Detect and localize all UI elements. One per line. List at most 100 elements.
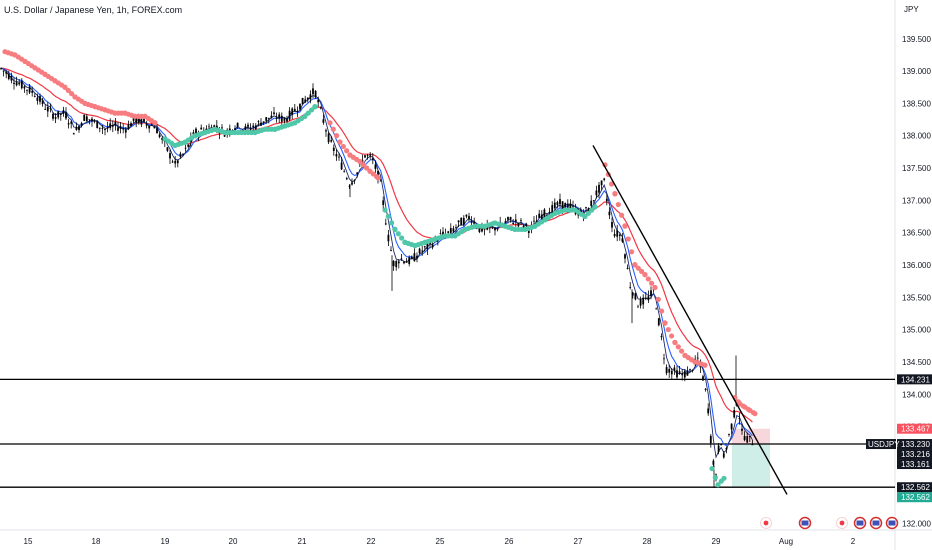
y-tick-label: 137.500 — [902, 164, 931, 173]
indicator-dot — [330, 126, 336, 132]
candle-body — [15, 82, 18, 86]
candle-body — [543, 209, 546, 217]
price-tag — [897, 423, 932, 434]
candle-body — [262, 121, 265, 123]
indicator-dot — [635, 265, 641, 271]
candle-body — [491, 226, 494, 228]
candle-body — [533, 220, 535, 222]
candle-body — [663, 358, 665, 360]
candle-body — [114, 121, 117, 126]
candle-body — [49, 108, 52, 109]
candle-body — [57, 111, 60, 118]
indicator-dot — [752, 411, 758, 417]
candle-body — [85, 116, 88, 122]
candle-body — [179, 153, 182, 157]
candle-body — [413, 253, 416, 262]
candle-body — [161, 137, 164, 141]
candle-body — [702, 376, 704, 381]
candle-body — [553, 202, 556, 209]
candle-body — [650, 290, 652, 297]
candle-body — [382, 200, 385, 205]
indicator-dot — [334, 133, 340, 139]
candle-body — [78, 126, 80, 131]
candle-body — [390, 250, 392, 251]
candle-body — [18, 83, 21, 85]
candle-body — [83, 115, 86, 121]
price-tag — [897, 459, 932, 470]
candle-body — [426, 243, 429, 250]
candle-body — [351, 182, 353, 185]
x-tick-label: 15 — [24, 537, 33, 546]
economic-events[interactable] — [760, 516, 899, 530]
candle-body — [353, 179, 356, 181]
indicator-dot — [715, 482, 721, 488]
candle-body — [559, 199, 561, 205]
candle-body — [338, 156, 340, 158]
candle-body — [257, 121, 260, 123]
x-tick-label: 29 — [712, 537, 721, 546]
candle-body — [634, 293, 637, 300]
candle-body — [275, 117, 278, 119]
trendline[interactable] — [592, 145, 788, 495]
candle-body — [566, 203, 569, 210]
candle-body — [44, 108, 47, 110]
candle-body — [629, 286, 632, 288]
candle-body — [551, 205, 554, 213]
x-tick-label: 28 — [643, 537, 652, 546]
candle-body — [137, 117, 140, 123]
indicator-dot — [302, 113, 308, 119]
candle-body — [683, 371, 686, 378]
candle-body — [234, 128, 236, 131]
candle-body — [260, 122, 262, 126]
candle-body — [678, 371, 681, 374]
candle-body — [67, 123, 70, 125]
candle-body — [522, 225, 525, 228]
candle-body — [442, 231, 444, 235]
candle-body — [639, 299, 642, 306]
candle-body — [704, 388, 707, 390]
candle-body — [221, 127, 223, 129]
candle-body — [722, 453, 725, 458]
indicator-dot — [632, 262, 638, 268]
price-tag-value: 132.562 — [901, 483, 930, 492]
candle-body — [88, 119, 91, 121]
candle-body — [31, 90, 34, 93]
event-icon — [839, 520, 845, 526]
price-tag-value: 134.231 — [901, 375, 930, 384]
candle-body — [660, 336, 663, 338]
time-axis[interactable]: 15 18 19 20 21 22 25 26 27 28 29 Aug 2 — [24, 537, 856, 546]
candle-body — [33, 96, 36, 97]
candle-body — [462, 217, 465, 225]
indicator-dot — [629, 249, 635, 255]
candle-body — [556, 202, 559, 205]
indicator-dot — [385, 213, 391, 220]
ma-slow-line — [0, 67, 753, 423]
candle-body — [743, 436, 746, 441]
x-tick-label: 27 — [574, 537, 583, 546]
indicator-dot — [340, 143, 346, 150]
candle-body — [408, 257, 411, 264]
x-tick-label: Aug — [779, 537, 793, 546]
candle-body — [80, 123, 83, 126]
candle-body — [46, 106, 49, 112]
candle-body — [707, 408, 710, 414]
candle-body — [270, 115, 273, 119]
candle-body — [691, 369, 694, 371]
candle-body — [20, 80, 23, 89]
flag-event-icon — [801, 520, 809, 526]
indicator-dot — [65, 87, 71, 94]
price-tag-value: 133.216 — [901, 450, 930, 459]
candle-body — [98, 127, 101, 129]
candle-body — [387, 234, 390, 242]
candle-body — [587, 207, 590, 212]
candle-body — [738, 418, 741, 420]
candle-body — [306, 97, 309, 100]
candle-body — [668, 369, 671, 373]
candle-body — [709, 435, 712, 444]
horizontal-levels[interactable] — [0, 378, 895, 488]
candle-body — [122, 128, 125, 130]
candle-body — [494, 227, 496, 231]
y-tick-label: 134.500 — [902, 358, 931, 367]
symbol-tag — [866, 439, 896, 450]
